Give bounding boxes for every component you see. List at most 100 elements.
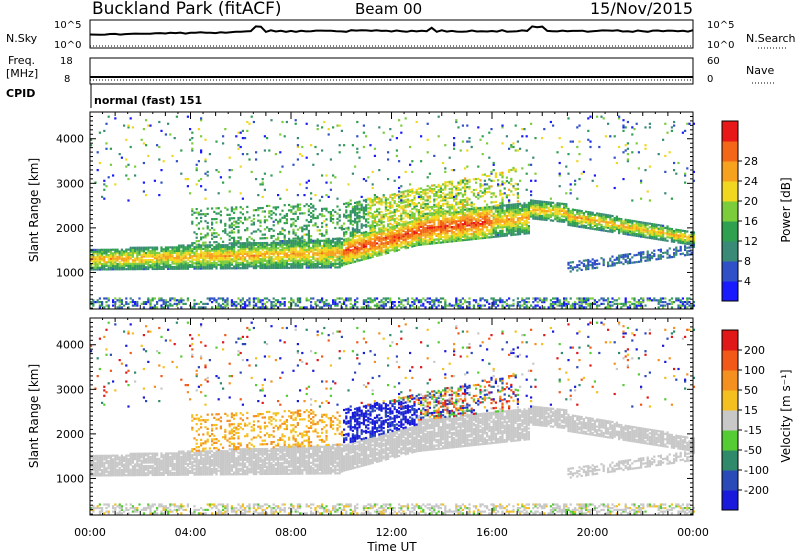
power-cell xyxy=(556,205,559,208)
power-cell xyxy=(235,301,238,304)
power-cell xyxy=(272,229,275,232)
power-cell xyxy=(378,232,381,235)
power-cell xyxy=(158,253,161,256)
power-cell xyxy=(389,299,392,302)
power-cell xyxy=(549,215,552,218)
power-cell xyxy=(457,220,460,223)
power-cell xyxy=(123,252,126,255)
power-cell xyxy=(472,230,475,233)
power-cell xyxy=(490,223,493,226)
power-cell xyxy=(439,185,442,188)
power-cell xyxy=(459,221,462,224)
power-cell xyxy=(200,149,203,152)
power-cell xyxy=(479,223,482,226)
power-cell xyxy=(541,211,544,214)
power-cell xyxy=(246,242,249,245)
power-cell xyxy=(230,258,233,261)
power-cell xyxy=(349,210,352,213)
power-cell xyxy=(191,208,194,211)
power-cell xyxy=(191,243,194,247)
power-cell xyxy=(400,194,403,197)
power-cell xyxy=(305,233,308,236)
power-cell xyxy=(398,234,401,237)
power-cell xyxy=(501,218,504,222)
power-cell xyxy=(450,240,453,243)
power-cell xyxy=(494,172,497,175)
power-cell xyxy=(483,211,486,214)
power-cell xyxy=(446,226,449,229)
power-cell xyxy=(101,301,104,304)
power-cell xyxy=(417,226,420,229)
power-cell xyxy=(92,266,95,269)
power-cell xyxy=(378,207,381,210)
power-cell xyxy=(437,236,440,239)
power-cell xyxy=(129,268,132,271)
power-cell xyxy=(272,265,275,268)
power-cell xyxy=(164,304,167,307)
power-cell xyxy=(461,235,464,238)
power-cell xyxy=(395,233,398,236)
power-cell xyxy=(501,231,504,234)
power-cell xyxy=(246,129,249,132)
power-cell xyxy=(334,210,337,213)
power-cell xyxy=(327,264,330,267)
power-cell xyxy=(442,221,445,224)
power-cell xyxy=(453,238,456,241)
power-cell xyxy=(127,302,130,305)
power-cell xyxy=(156,267,159,271)
power-cell xyxy=(347,257,350,260)
power-cell xyxy=(494,175,497,179)
power-cell xyxy=(453,198,456,201)
power-cell xyxy=(325,266,328,269)
power-cell xyxy=(497,210,500,213)
power-cell xyxy=(191,306,194,309)
power-cell xyxy=(235,225,238,229)
power-cell xyxy=(127,259,130,262)
power-cell xyxy=(453,232,456,236)
power-cell xyxy=(314,243,317,246)
power-cell xyxy=(494,306,497,309)
power-cell xyxy=(378,243,381,246)
power-cell xyxy=(266,243,269,246)
power-cell xyxy=(129,248,132,251)
power-cell xyxy=(488,216,491,219)
power-cell xyxy=(534,306,537,309)
power-cell xyxy=(347,255,350,258)
power-cell xyxy=(356,252,359,256)
power-cell xyxy=(554,214,557,217)
power-cell xyxy=(321,252,324,255)
power-cell xyxy=(486,299,489,302)
power-cell xyxy=(472,192,475,195)
power-cell xyxy=(343,231,346,234)
power-cell xyxy=(365,223,368,226)
power-cell xyxy=(354,248,357,251)
power-cell xyxy=(288,247,291,250)
power-cell xyxy=(426,202,429,205)
power-cell xyxy=(384,209,387,212)
power-cell xyxy=(446,221,449,224)
power-cell xyxy=(147,299,150,302)
power-cell xyxy=(191,255,194,258)
power-cell xyxy=(164,251,167,254)
power-cell xyxy=(426,219,429,222)
power-cell xyxy=(398,218,401,221)
power-cell xyxy=(226,249,229,252)
power-cell xyxy=(422,189,425,192)
power-cell xyxy=(486,236,489,239)
power-cell xyxy=(167,255,170,258)
power-cell xyxy=(521,227,524,230)
power-cell xyxy=(340,306,343,309)
power-cell xyxy=(305,203,308,206)
power-cell xyxy=(215,235,218,238)
power-cell xyxy=(325,241,328,244)
power-cell xyxy=(345,232,348,235)
power-cell xyxy=(112,268,115,271)
power-cell xyxy=(310,211,313,215)
power-cell xyxy=(505,196,508,199)
power-cell xyxy=(413,302,416,305)
power-cell xyxy=(455,234,458,237)
power-cell xyxy=(301,259,304,262)
power-cell xyxy=(373,194,376,197)
power-cell xyxy=(512,221,515,224)
power-cell xyxy=(241,263,244,266)
